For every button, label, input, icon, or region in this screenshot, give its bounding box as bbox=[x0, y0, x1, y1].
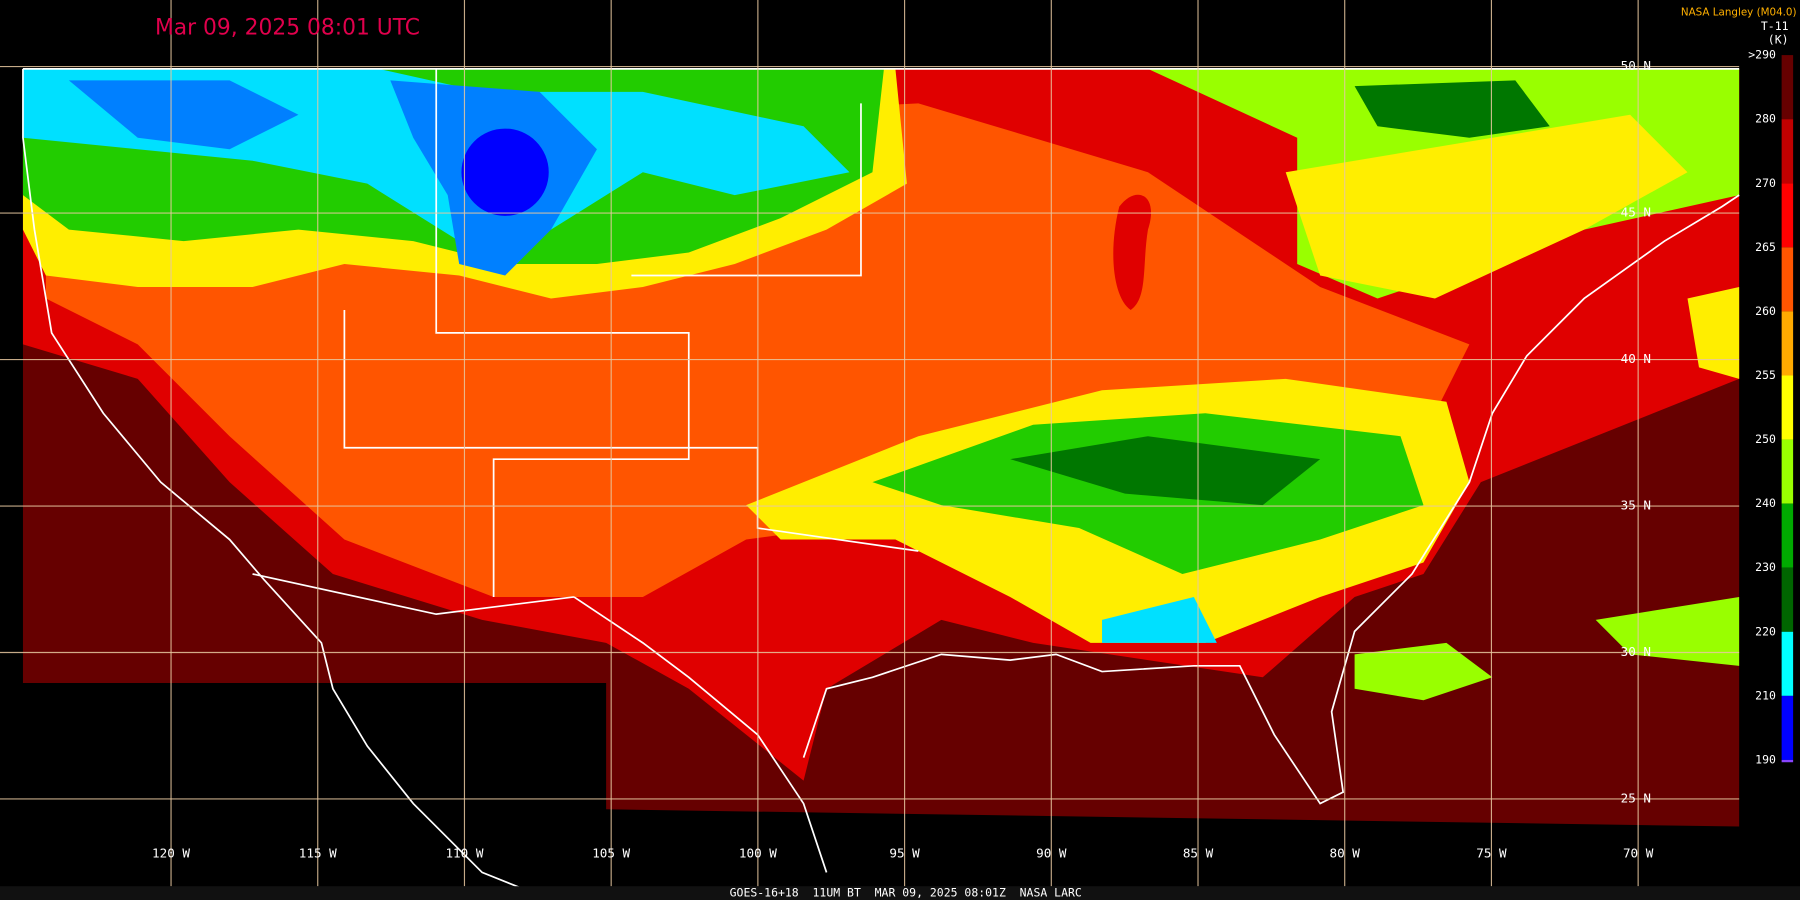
colorbar: >290 280 270 265 260 255 250 240 230 220 210 190 bbox=[1748, 48, 1794, 766]
colorbar-swatch bbox=[1781, 631, 1794, 696]
longitude-label: 100 W bbox=[739, 846, 777, 861]
credit: NASA Langley (M04.0) bbox=[1681, 7, 1797, 19]
graticule: 50 N 45 N 40 N 35 N 30 N 25 N 120 W 115 W 110 W 1… bbox=[0, 0, 1740, 887]
longitude-label: 120 W bbox=[152, 846, 190, 861]
colorbar-label: 230 bbox=[1755, 560, 1776, 574]
colorbar-label: >290 bbox=[1748, 48, 1776, 62]
colorbar-swatch bbox=[1781, 567, 1794, 632]
longitude-label: 105 W bbox=[592, 846, 630, 861]
longitude-label: 110 W bbox=[445, 846, 483, 861]
colorbar-swatch bbox=[1781, 695, 1794, 760]
footer-bar bbox=[0, 886, 1800, 900]
timestamp: Mar 09, 2025 08:01 UTC bbox=[155, 16, 420, 41]
latitude-label: 45 N bbox=[1621, 205, 1651, 220]
cold-cloud-west bbox=[68, 80, 299, 150]
colorbar-label: 270 bbox=[1755, 176, 1776, 190]
colorbar-swatch bbox=[1781, 55, 1794, 120]
colorbar-label: 260 bbox=[1755, 304, 1776, 318]
colorbar-label: 240 bbox=[1755, 496, 1776, 510]
latitude-label: 30 N bbox=[1621, 644, 1651, 659]
colorbar-label: 255 bbox=[1755, 368, 1776, 382]
footer: GOES-16+18 11UM BT MAR 09, 2025 08:01Z N… bbox=[730, 886, 1082, 900]
west-coast bbox=[22, 68, 552, 900]
east-gulf-coast bbox=[573, 194, 1740, 873]
longitude-label: 75 W bbox=[1476, 846, 1507, 861]
coastlines bbox=[22, 68, 1740, 900]
latitude-label: 50 N bbox=[1621, 58, 1651, 73]
longitude-label: 70 W bbox=[1623, 846, 1654, 861]
lake-michigan bbox=[1113, 194, 1152, 310]
colorbar-swatch bbox=[1781, 439, 1794, 504]
longitude-label: 95 W bbox=[889, 846, 920, 861]
colorbar-label: 250 bbox=[1755, 432, 1776, 446]
colorbar-label: 190 bbox=[1755, 752, 1776, 766]
atlantic-yellow bbox=[1687, 286, 1740, 379]
colorbar-swatch bbox=[1781, 503, 1794, 568]
se-band-dark bbox=[1010, 436, 1321, 506]
longitude-label: 85 W bbox=[1183, 846, 1214, 861]
longitude-label: 80 W bbox=[1330, 846, 1361, 861]
ne-clouds-dark bbox=[1354, 80, 1550, 138]
lake-superior bbox=[1102, 103, 1185, 161]
borders bbox=[22, 68, 1740, 616]
colorbar-swatch bbox=[1781, 119, 1794, 184]
colorbar-swatch bbox=[1781, 247, 1794, 312]
colorbar-label: 220 bbox=[1755, 624, 1776, 638]
coldest-cloud bbox=[461, 128, 549, 216]
ne-clouds-yellow bbox=[1285, 114, 1688, 299]
atlantic-clouds bbox=[1354, 642, 1493, 701]
colorbar-label: 280 bbox=[1755, 112, 1776, 126]
colorbar-swatch bbox=[1781, 183, 1794, 248]
latitude-label: 40 N bbox=[1621, 351, 1651, 366]
colorbar-swatch bbox=[1781, 311, 1794, 376]
colorbar-channel: T-11 bbox=[1761, 19, 1789, 33]
gulf-cold bbox=[1102, 596, 1217, 643]
longitude-label: 115 W bbox=[299, 846, 337, 861]
longitude-label: 90 W bbox=[1036, 846, 1067, 861]
colorbar-label: 210 bbox=[1755, 688, 1776, 702]
latitude-label: 25 N bbox=[1621, 790, 1651, 805]
atlantic-clouds-east bbox=[1595, 596, 1740, 666]
colorbar-swatch bbox=[1781, 375, 1794, 440]
colorbar-unit: (K) bbox=[1768, 33, 1789, 47]
latitude-label: 35 N bbox=[1621, 498, 1651, 513]
colorbar-swatch bbox=[1781, 759, 1794, 763]
colorbar-label: 265 bbox=[1755, 240, 1776, 254]
